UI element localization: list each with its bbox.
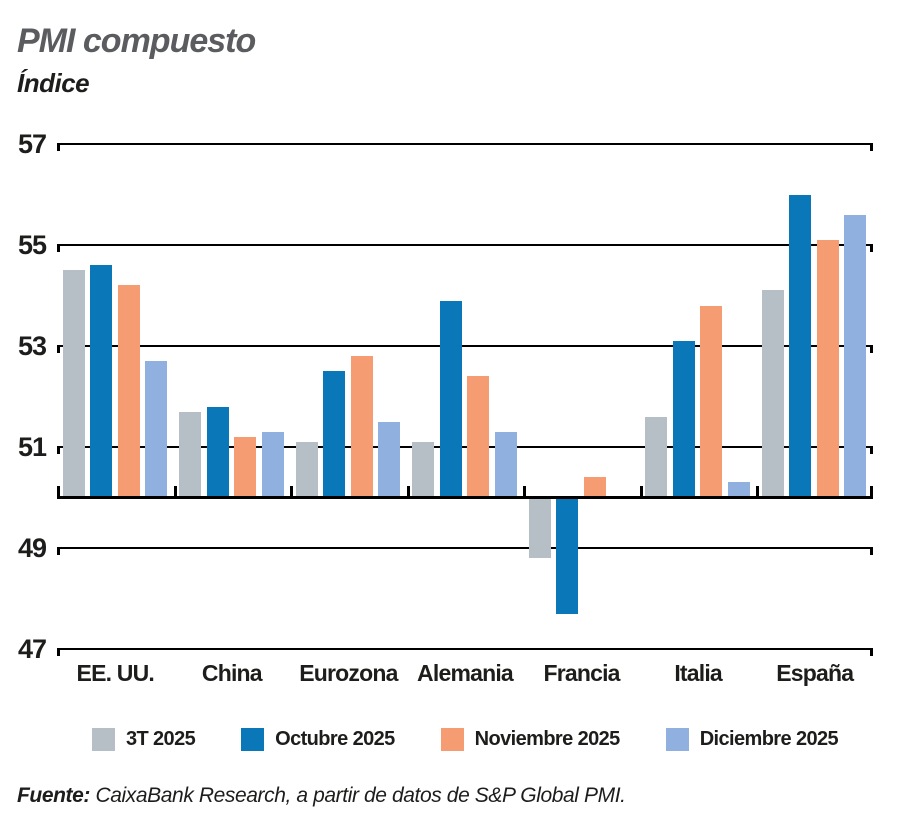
baseline-group-tick [756, 486, 759, 499]
y-tick-label: 49 [17, 533, 47, 563]
chart-subtitle: Índice [17, 68, 90, 98]
legend-item: 3T 2025 [91, 728, 196, 751]
bar [439, 300, 462, 498]
bar [494, 431, 517, 498]
gridline-end-tick [57, 548, 60, 555]
legend: 3T 2025 Octubre 2025 Noviembre 2025 Diciemb… [0, 728, 900, 751]
gridline [57, 446, 873, 448]
legend-swatch [241, 728, 265, 751]
x-category-label: Eurozona [299, 660, 398, 686]
y-tick-label: 53 [17, 331, 47, 361]
gridline-end-tick [870, 548, 873, 555]
bar [179, 411, 202, 498]
gridline [57, 244, 873, 246]
bar [816, 239, 839, 498]
gridline [57, 547, 873, 549]
gridline-end-tick [57, 144, 60, 151]
source-label: Fuente: [17, 784, 91, 807]
legend-swatch [440, 728, 464, 751]
x-category-label: España [776, 660, 854, 686]
bar [556, 497, 579, 614]
y-tick-label: 57 [17, 129, 47, 159]
bar [350, 356, 373, 498]
gridline [57, 143, 873, 145]
baseline-group-tick [407, 486, 410, 499]
bar [378, 421, 401, 498]
x-category-label: China [201, 660, 263, 686]
y-tick-label: 55 [17, 230, 47, 260]
x-category-label: Italia [674, 660, 722, 686]
bar [645, 416, 668, 498]
baseline-group-tick [523, 486, 526, 499]
bar [323, 371, 346, 498]
plot-area [57, 143, 873, 656]
legend-label: 3T 2025 [125, 728, 196, 750]
baseline-group-tick [870, 486, 873, 499]
gridline-end-tick [57, 245, 60, 252]
gridline-end-tick [870, 346, 873, 353]
bar [412, 441, 435, 498]
legend-item: Diciembre 2025 [665, 728, 839, 751]
gridline-end-tick [870, 245, 873, 252]
legend-item: Noviembre 2025 [440, 728, 621, 751]
x-category-label: Alemania [417, 660, 514, 686]
bar [145, 361, 167, 498]
x-category-label: Francia [543, 660, 620, 686]
bar [672, 340, 695, 498]
gridline-end-tick [870, 144, 873, 151]
baseline-group-tick [290, 486, 293, 499]
bar [261, 431, 284, 498]
gridline-end-tick [57, 649, 60, 656]
bar [528, 497, 551, 559]
gridline-end-tick [57, 447, 60, 454]
gridline [57, 345, 873, 347]
legend-item: Octubre 2025 [241, 728, 395, 751]
legend-label: Octubre 2025 [275, 728, 395, 750]
y-tick-label: 51 [17, 432, 47, 462]
source-text: CaixaBank Research, a partir de datos de… [90, 784, 626, 807]
baseline-group-tick [57, 486, 60, 499]
bar [234, 436, 257, 498]
x-category-label: EE. UU. [76, 660, 155, 686]
bar [467, 376, 490, 498]
bar [90, 265, 112, 498]
bar [583, 477, 606, 498]
bar [789, 194, 812, 498]
y-tick-label: 47 [17, 634, 47, 664]
gridline-end-tick [57, 346, 60, 353]
source-note: Fuente: CaixaBank Research, a partir de … [17, 784, 626, 808]
bar [206, 406, 229, 498]
bar [844, 214, 867, 498]
baseline-group-tick [174, 486, 177, 499]
legend-swatch [665, 728, 689, 751]
bar [761, 290, 784, 498]
legend-label: Noviembre 2025 [474, 728, 621, 750]
bar [295, 441, 318, 498]
gridline [57, 648, 873, 650]
baseline-group-tick [640, 486, 643, 499]
gridline-end-tick [870, 649, 873, 656]
baseline [57, 496, 873, 499]
bar [700, 305, 723, 498]
legend-swatch [91, 728, 115, 751]
bar [727, 482, 750, 498]
bar [62, 270, 85, 498]
chart-title: PMI compuesto [17, 22, 256, 60]
bar [117, 285, 140, 498]
legend-label: Diciembre 2025 [699, 728, 839, 750]
gridline-end-tick [870, 447, 873, 454]
